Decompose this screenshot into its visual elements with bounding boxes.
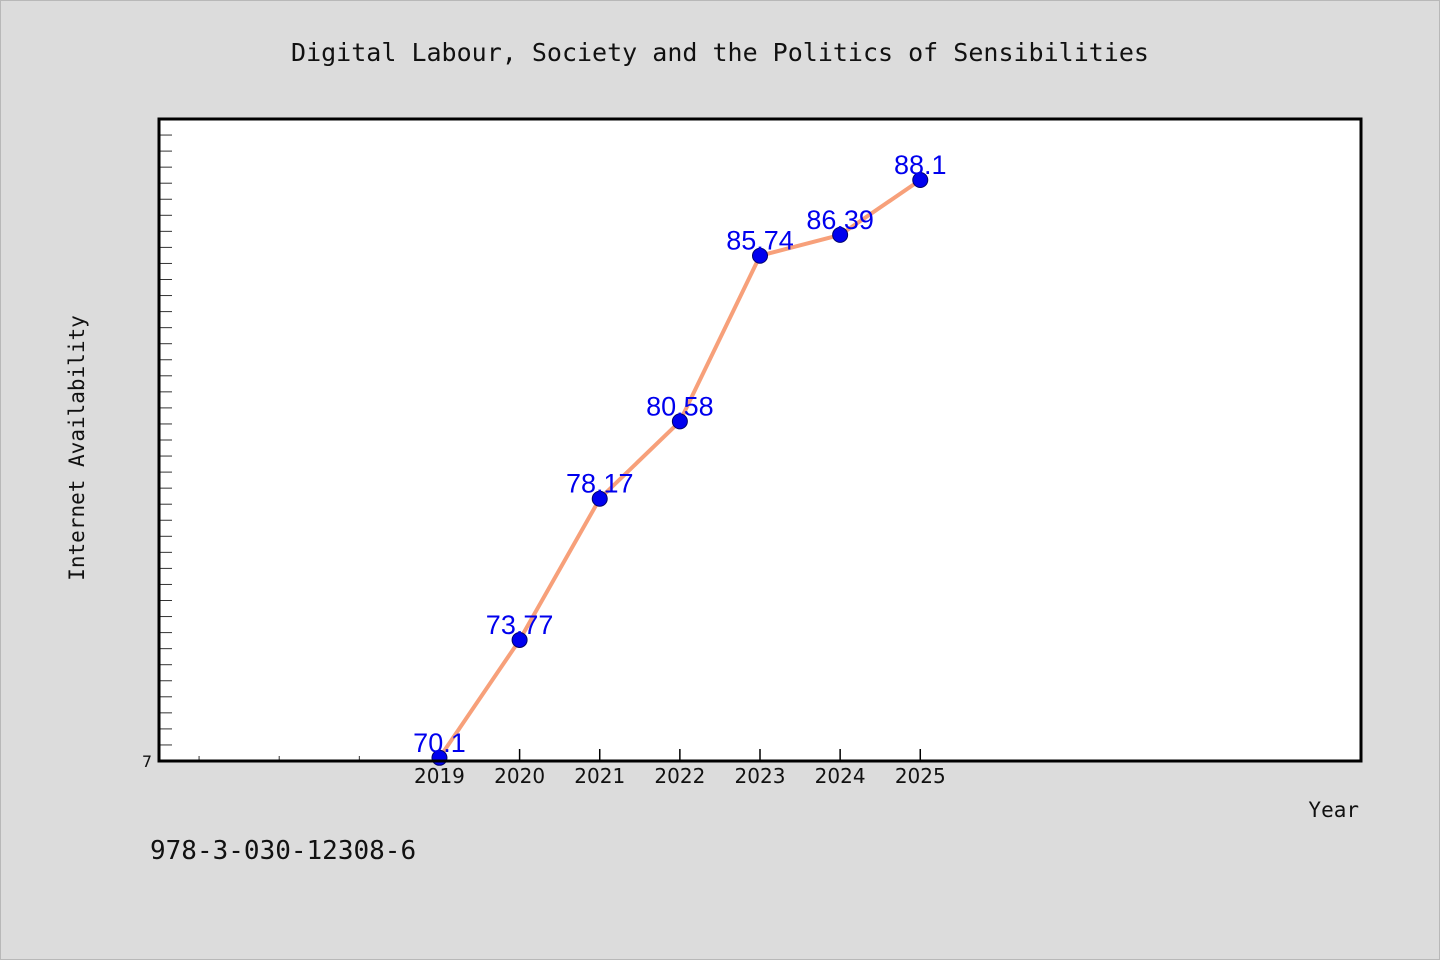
x-axis-tick-label: 2024 xyxy=(815,764,866,788)
data-point-marker xyxy=(832,226,849,243)
y-axis-tick-label: 7 xyxy=(142,752,152,771)
data-labels: 70.1 73.77 78.17 80.58 85.74 86.39 88.1 xyxy=(413,150,946,758)
x-axis-tick-label: 2020 xyxy=(494,764,545,788)
data-point-marker xyxy=(752,247,768,264)
data-label: 78.17 xyxy=(566,469,634,499)
data-label: 73.77 xyxy=(486,610,554,640)
data-label: 88.1 xyxy=(894,150,947,180)
data-label: 86.39 xyxy=(806,205,874,235)
x-axis-ticks xyxy=(438,749,922,761)
data-label: 80.58 xyxy=(646,391,714,421)
x-axis-tick-label: 2021 xyxy=(574,764,625,788)
data-point-marker xyxy=(591,490,608,507)
data-point-marker xyxy=(912,171,929,188)
isbn-footnote: 978-3-030-12308-6 xyxy=(150,836,417,866)
data-label: 85.74 xyxy=(726,226,794,256)
data-point-marker xyxy=(511,631,528,648)
minor-ticks xyxy=(159,134,360,761)
x-axis-tick-labels: 2019 2020 2021 2022 2023 2024 2025 xyxy=(414,764,946,788)
plot-border xyxy=(157,117,1363,763)
x-axis-tick-label: 2023 xyxy=(735,764,786,788)
x-axis-tick-label: 2019 xyxy=(414,764,465,788)
y-axis-label: Internet Availability xyxy=(65,315,89,581)
chart-title: Digital Labour, Society and the Politics… xyxy=(291,38,1149,67)
data-label: 70.1 xyxy=(413,728,466,758)
data-point-marker xyxy=(671,413,688,430)
plot-area xyxy=(159,119,1361,761)
x-axis-label: Year xyxy=(1308,798,1359,822)
x-axis-tick-label: 2025 xyxy=(895,764,946,788)
data-points xyxy=(431,171,929,766)
x-axis-tick-label: 2022 xyxy=(654,764,705,788)
